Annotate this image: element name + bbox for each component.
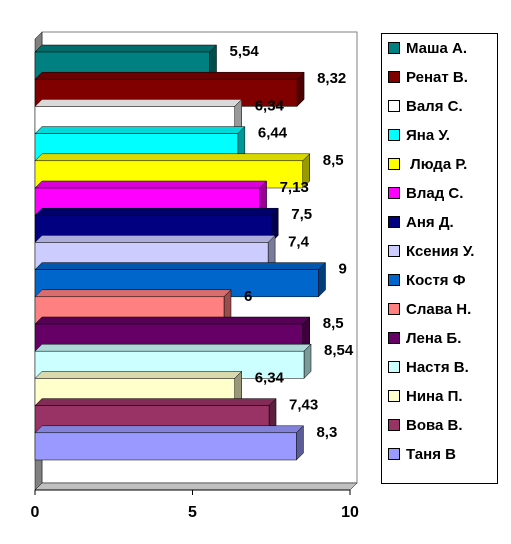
bar-top [34,371,243,379]
data-label: 9 [339,261,347,278]
legend-swatch [388,71,400,83]
legend-label: Костя Ф [406,271,466,289]
bar-top [34,262,327,270]
legend-label: Ксения У. [406,242,475,260]
legend-swatch [388,390,400,402]
legend-item: Влад С. [388,183,463,203]
data-label: 8,54 [324,342,354,359]
legend-item: Ренат В. [388,67,468,87]
x-tick-label: 0 [31,504,40,521]
legend-swatch [388,361,400,373]
legend-label: Вова В. [406,416,463,434]
legend-label: Ренат В. [406,68,468,86]
legend-label: Таня В [406,445,456,463]
data-label: 7,43 [289,397,318,414]
data-label: 5,54 [230,43,260,60]
legend-item: Валя С. [388,96,463,116]
x-tick-label: 5 [188,504,197,521]
data-label: 6,34 [255,369,285,386]
legend-label: Яна У. [406,126,450,144]
legend-swatch [388,274,400,286]
legend-item: Аня Д. [388,212,454,232]
legend-swatch [388,448,400,460]
data-label: 7,5 [291,206,312,223]
legend-swatch [388,419,400,431]
x-tick-label: 10 [341,504,359,521]
bar-top [34,126,246,134]
legend-swatch [388,245,400,257]
legend-item: Таня В [388,444,456,464]
legend-swatch [388,303,400,315]
legend-swatch [388,42,400,54]
data-label: 8,5 [323,152,344,169]
data-label: 8,3 [316,424,337,441]
legend-label: Нина П. [406,387,463,405]
floor [34,482,358,491]
legend-swatch [388,158,400,170]
x-axis: 0 5 10 [31,489,359,521]
bar-top [34,153,311,162]
bar [34,425,305,461]
data-label: 8,5 [323,315,344,332]
legend-swatch [388,129,400,141]
bar [34,44,218,80]
bar-top [34,207,279,216]
legend-label: Настя В. [406,358,469,376]
legend-item: Лена Б. [388,328,461,348]
bar-top [34,180,268,189]
data-label: 8,32 [317,70,346,87]
legend-item: Костя Ф [388,270,466,290]
legend-swatch [388,100,400,112]
legend-label: Валя С. [406,97,463,115]
legend-label: Слава Н. [406,300,472,318]
bar-top [34,343,312,352]
legend-item: Вова В. [388,415,463,435]
data-label: 6 [244,288,252,305]
bar-top [34,44,218,53]
legend-item: Нина П. [388,386,463,406]
data-label: 7,4 [288,233,310,250]
data-label: 7,13 [280,179,309,196]
legend-label: Влад С. [406,184,464,202]
bar-top [34,71,305,80]
bar-top [34,289,232,298]
data-labels-group: 5,54 8,32 6,34 6,44 8,5 7,13 7,5 7,4 9 6 8,5 8,54 6,… [230,43,354,441]
legend-swatch [388,216,400,228]
bars-group [34,44,327,461]
legend-label: Аня Д. [406,213,454,231]
legend: Маша А. Ренат В. Валя С. Яна У. Люда Р. Влад… [381,33,498,484]
legend-label: Маша А. [406,39,468,57]
bar-top [34,425,305,434]
data-label: 6,44 [258,125,288,142]
data-label: 6,34 [255,97,285,114]
legend-label: Лена Б. [406,329,462,347]
bar-top [34,99,243,107]
legend-item: Слава Н. [388,299,471,319]
legend-item: Яна У. [388,125,450,145]
bar-front [34,432,297,461]
legend-swatch [388,187,400,199]
legend-item: Маша А. [388,38,467,58]
legend-label: Люда Р. [406,155,468,173]
bar-top [34,235,276,243]
bar-top [34,398,277,406]
bar-top [34,316,311,325]
legend-swatch [388,332,400,344]
legend-item: Ксения У. [388,241,474,261]
legend-item: Настя В. [388,357,469,377]
legend-item: Люда Р. [388,154,467,174]
